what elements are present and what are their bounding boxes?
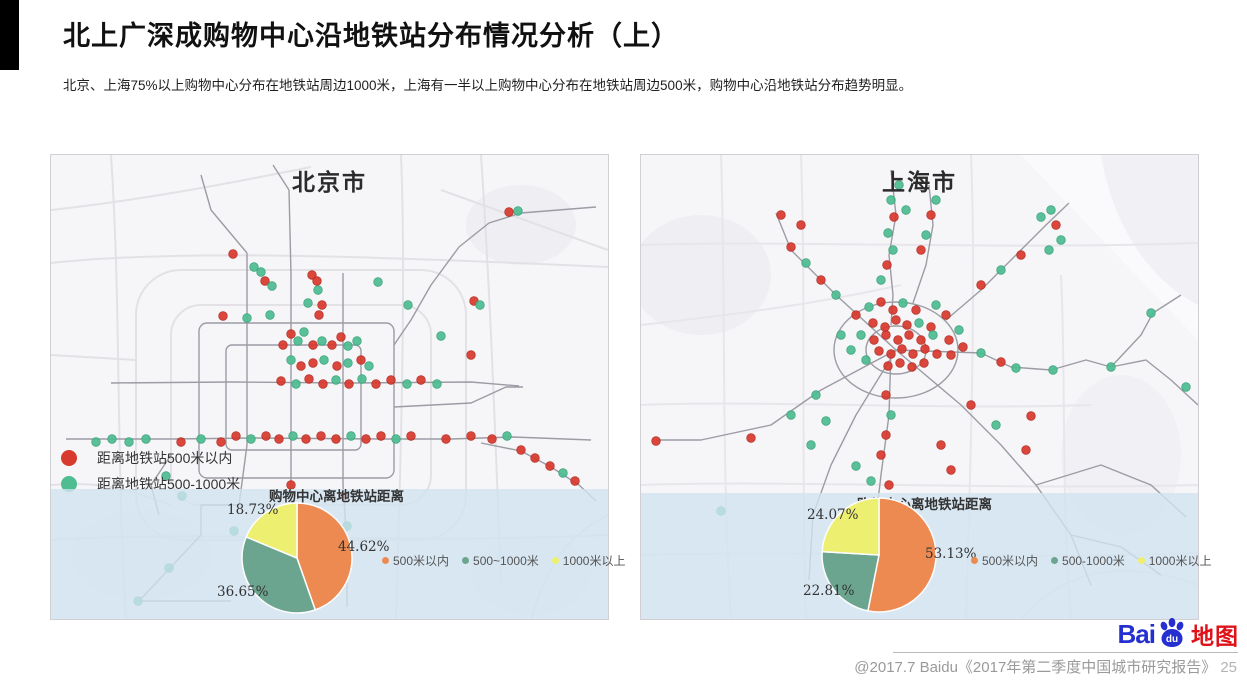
page-number: 25 — [1220, 659, 1237, 676]
beijing-city-title: 北京市 — [292, 169, 367, 195]
map-legend-item-500-1000m: 距离地铁站500-1000米 — [61, 471, 240, 497]
beijing-pie-chart — [241, 502, 353, 614]
green-swatch-icon — [462, 557, 470, 564]
orange-swatch-icon — [971, 557, 978, 564]
pie-legend-label: 1000米以上 — [1148, 554, 1212, 568]
baidu-paw-icon: du — [1160, 617, 1184, 647]
map-legend: 距离地铁站500米以内 距离地铁站500-1000米 — [61, 445, 240, 497]
shanghai-city-title: 上海市 — [882, 169, 957, 195]
green-dot-icon — [61, 476, 77, 492]
yellow-swatch-icon — [1137, 557, 1145, 564]
footer-divider — [893, 652, 1238, 653]
beijing-pie-label-1000m: 18.73% — [227, 502, 279, 518]
pie-legend-item: 500米以内 — [382, 552, 449, 569]
pie-legend-item: 500-1000米 — [1051, 552, 1125, 569]
map-legend-label: 距离地铁站500米以内 — [97, 450, 233, 466]
baidu-logo-text: Bai — [1117, 618, 1156, 649]
pie-legend-item: 500米以内 — [971, 552, 1038, 569]
shanghai-pie-label-1000m: 24.07% — [807, 507, 859, 523]
shanghai-map-panel: 上海市 购物中心离地铁站距离 53.13% 22.81% 24.07% 500米… — [640, 154, 1211, 620]
map-legend-label: 距离地铁站500-1000米 — [97, 476, 241, 492]
green-swatch-icon — [1051, 557, 1059, 564]
beijing-pie-title: 购物中心离地铁站距离 — [269, 489, 404, 504]
baidu-maps-logo: Bai du 地图 — [1118, 617, 1239, 651]
pie-legend-label: 500米以内 — [393, 554, 450, 568]
shanghai-station-dots — [651, 180, 1191, 572]
beijing-pie-label-500m: 44.62% — [338, 539, 390, 555]
shanghai-pie-label-500-1000m: 22.81% — [803, 583, 855, 599]
baidu-maps-suffix: 地图 — [1191, 623, 1239, 649]
baidu-du-text: du — [1166, 634, 1178, 645]
page-title: 北上广深成购物中心沿地铁站分布情况分析（上） — [63, 21, 679, 51]
footer-citation-text: @2017.7 Baidu《2017年第二季度中国城市研究报告》 — [854, 659, 1217, 676]
shanghai-pie-legend: 500米以内 500-1000米 1000米以上 — [971, 552, 1211, 569]
pie-legend-label: 500-1000米 — [1062, 554, 1125, 568]
footer-citation: @2017.7 Baidu《2017年第二季度中国城市研究报告》 25 — [854, 656, 1237, 677]
beijing-pie-legend: 500米以内 500~1000米 1000米以上 — [382, 552, 625, 569]
pie-legend-label: 500米以内 — [982, 554, 1039, 568]
shanghai-pie-chart — [821, 497, 937, 613]
beijing-pie-label-500-1000m: 36.65% — [217, 584, 269, 600]
pie-legend-label: 500~1000米 — [473, 554, 539, 568]
pie-legend-label: 1000米以上 — [562, 554, 626, 568]
red-dot-icon — [61, 450, 77, 466]
pie-legend-item: 500~1000米 — [462, 552, 539, 569]
corner-decoration-bar — [0, 0, 19, 70]
map-legend-item-500m: 距离地铁站500米以内 — [61, 445, 240, 471]
yellow-swatch-icon — [551, 557, 559, 564]
beijing-map-panel: 北京市 距离地铁站500米以内 距离地铁站500-1000米 购物中心离地铁站距… — [50, 154, 625, 620]
pie-legend-item: 1000米以上 — [1137, 552, 1212, 569]
shanghai-pie-label-500m: 53.13% — [925, 546, 977, 562]
pie-legend-item: 1000米以上 — [551, 552, 626, 569]
orange-swatch-icon — [382, 557, 389, 564]
page-subtitle: 北京、上海75%以上购物中心分布在地铁站周边1000米，上海有一半以上购物中心分… — [63, 78, 913, 93]
